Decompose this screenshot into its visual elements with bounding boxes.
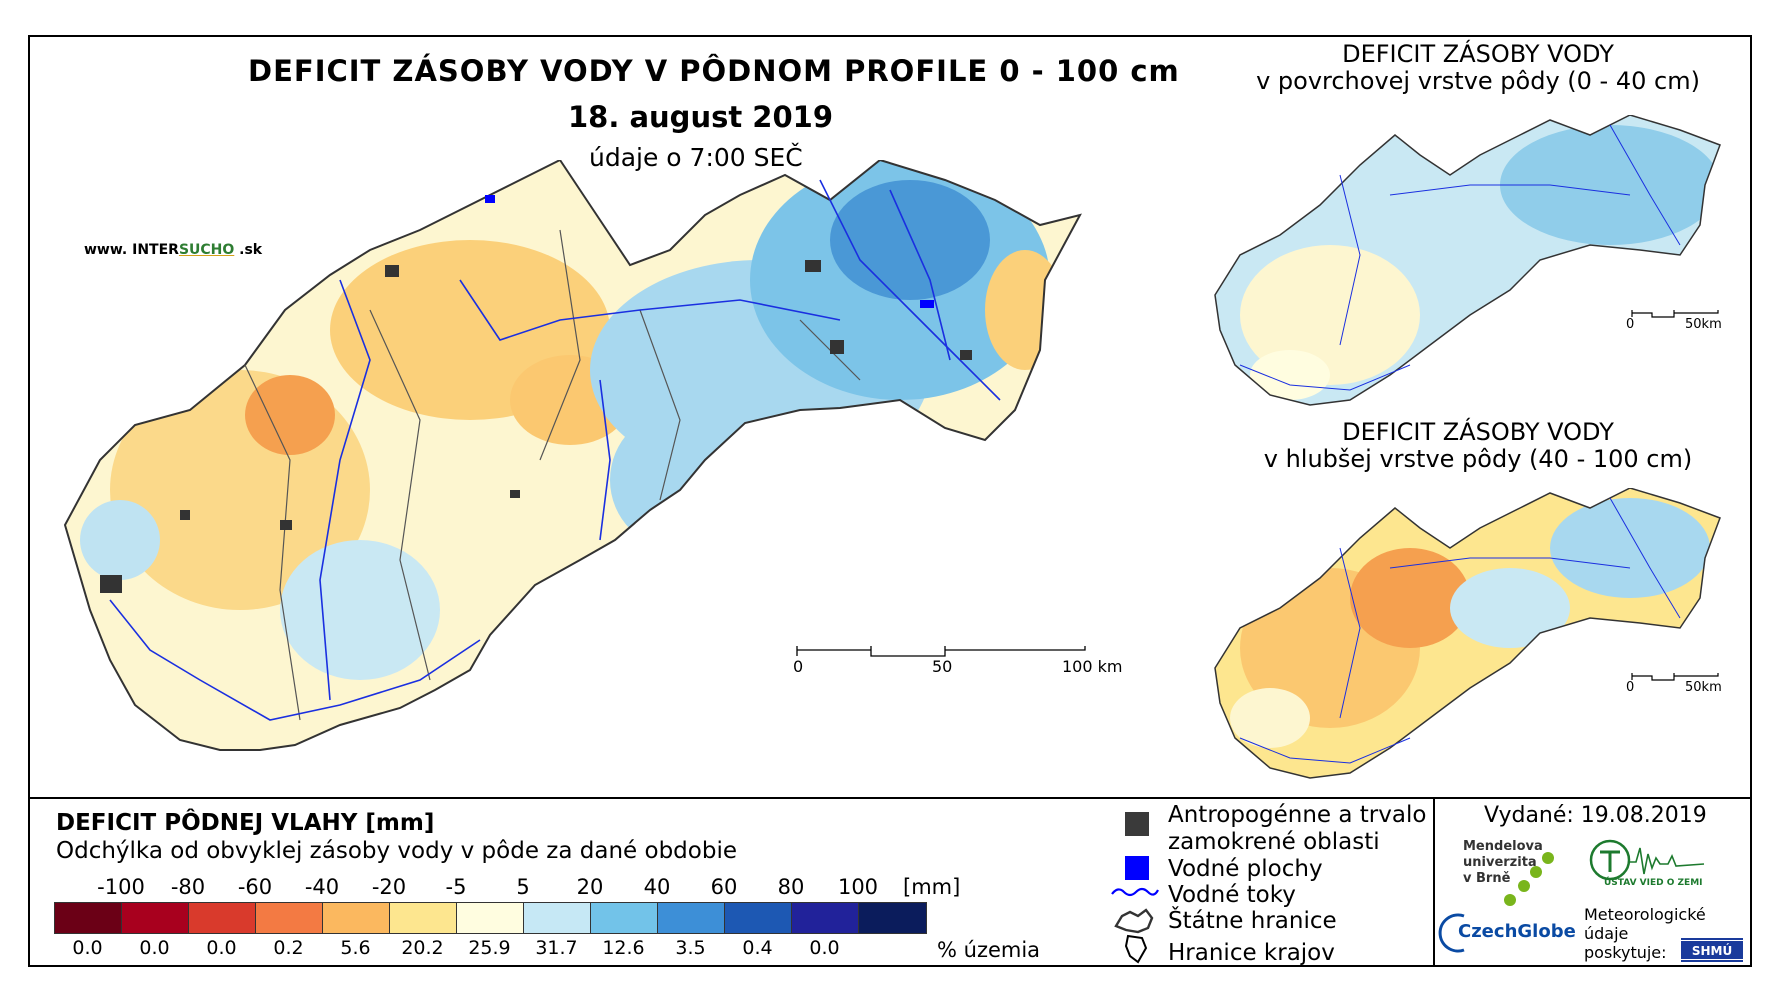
legend-pct-unit: % územia — [937, 938, 1041, 962]
main-map — [63, 160, 1082, 751]
legend-color-swatch — [658, 903, 725, 933]
legend-percentage: 3.5 — [675, 937, 706, 959]
legend-percentage: 0.0 — [139, 937, 170, 959]
legend-colorbar — [54, 902, 927, 934]
inset2-scale-50: 50km — [1685, 680, 1722, 695]
issued-date: Vydané: 19.08.2019 — [1484, 803, 1707, 828]
legend-percentage: 0.4 — [742, 937, 773, 959]
legend-divider — [28, 797, 1752, 799]
inset1-scalebar — [1631, 310, 1719, 318]
legend-percentage: 0.0 — [206, 937, 237, 959]
legend-percentage: 0.0 — [72, 937, 103, 959]
czechglobe-arc-icon — [1438, 913, 1465, 953]
legend-vertical-divider — [1433, 797, 1435, 967]
anthropogenic-label1: Antropogénne a trvalo — [1168, 802, 1427, 828]
legend-unit: [mm] — [903, 875, 961, 899]
legend-percentage: 0.0 — [809, 937, 840, 959]
legend-class-label: -20 — [371, 875, 407, 899]
legend-color-swatch — [390, 903, 457, 933]
legend-color-swatch — [457, 903, 524, 933]
main-scalebar — [796, 646, 1086, 657]
legend-class-label: 100 — [837, 875, 879, 899]
legend-percentage: 12.6 — [602, 937, 645, 959]
main-scale-0: 0 — [793, 657, 804, 676]
mendel-line3: v Brně — [1463, 871, 1511, 886]
legend-color-swatch — [725, 903, 792, 933]
inset2-scalebar — [1631, 673, 1719, 681]
legend-percentage: 5.6 — [340, 937, 371, 959]
legend-color-swatch — [591, 903, 658, 933]
meteo-line2: údaje — [1584, 924, 1629, 943]
legend-class-label: -40 — [304, 875, 340, 899]
czechglobe-text: CzechGlobe — [1458, 921, 1576, 942]
legend-percentage: 20.2 — [401, 937, 444, 959]
rivers-icon — [1111, 887, 1159, 897]
meteo-line3: poskytuje: — [1584, 943, 1667, 962]
legend-class-label: 40 — [643, 875, 671, 899]
inset1-title-line1: DEFICIT ZÁSOBY VODY — [1342, 40, 1614, 68]
website-suffix: .sk — [234, 242, 263, 258]
legend-color-swatch — [189, 903, 256, 933]
region-border-icon — [1124, 934, 1148, 964]
legend-color-swatch — [524, 903, 591, 933]
uvz-text: ÚSTAV VIED O ZEMI — [1604, 878, 1703, 888]
legend-percentage: 0.2 — [273, 937, 304, 959]
region-border-label: Hranice krajov — [1168, 940, 1335, 966]
legend-percentage: 25.9 — [468, 937, 511, 959]
shmu-text: SHMÚ — [1692, 943, 1732, 958]
map-frame — [28, 35, 1752, 967]
legend-color-swatch — [122, 903, 189, 933]
legend-class-label: -5 — [445, 875, 467, 899]
state-border-label: Štátne hranice — [1168, 908, 1337, 934]
legend-class-label: 60 — [710, 875, 738, 899]
website-brand2: SUCHO — [178, 242, 235, 258]
main-scale-100: 100 km — [1062, 657, 1123, 676]
legend-percentage: 31.7 — [535, 937, 578, 959]
anthropogenic-swatch — [1125, 812, 1149, 836]
legend-color-swatch — [323, 903, 390, 933]
website-logo: www. INTERSUCHO .sk — [84, 242, 262, 258]
inset2-title-line1: DEFICIT ZÁSOBY VODY — [1342, 418, 1614, 446]
legend-color-swatch — [55, 903, 122, 933]
rivers-label: Vodné toky — [1168, 882, 1296, 908]
legend-class-label: -100 — [97, 875, 145, 899]
inset2-map — [1214, 488, 1721, 779]
shmu-logo: SHMÚ — [1681, 938, 1743, 962]
main-scale-50: 50 — [932, 657, 953, 676]
mendel-dots-icon — [1504, 852, 1554, 906]
inset1-scale-50: 50km — [1685, 317, 1722, 332]
inset2-scale-0: 0 — [1626, 680, 1635, 695]
state-border-icon — [1114, 908, 1154, 934]
water-bodies-swatch — [1125, 856, 1149, 880]
mendel-line2: univerzita — [1463, 855, 1537, 870]
legend-color-swatch — [859, 903, 926, 933]
uvz-seismograph-icon — [1589, 839, 1705, 881]
legend-color-swatch — [256, 903, 323, 933]
inset2-title-line2: v hlubšej vrstve pôdy (40 - 100 cm) — [1263, 445, 1693, 473]
inset1-map — [1214, 115, 1721, 406]
legend-class-label: -60 — [237, 875, 273, 899]
legend-class-label: -80 — [170, 875, 206, 899]
main-date: 18. august 2019 — [568, 100, 834, 134]
inset1-scale-0: 0 — [1626, 317, 1635, 332]
website-brand1: INTER — [132, 242, 179, 258]
main-title: DEFICIT ZÁSOBY VODY V PÔDNOM PROFILE 0 -… — [248, 54, 1180, 88]
legend-color-swatch — [792, 903, 859, 933]
mendel-line1: Mendelova — [1463, 839, 1543, 854]
legend-class-label: 20 — [576, 875, 604, 899]
water-bodies-label: Vodné plochy — [1168, 856, 1323, 882]
legend-class-label: 5 — [516, 875, 530, 899]
main-time: údaje o 7:00 SEČ — [589, 143, 803, 172]
anthropogenic-label2: zamokrené oblasti — [1168, 829, 1380, 855]
legend-subtitle: Odchýlka od obvyklej zásoby vody v pôde … — [56, 838, 737, 864]
meteo-line1: Meteorologické — [1584, 905, 1706, 924]
website-prefix: www. — [84, 242, 133, 258]
legend-class-label: 80 — [777, 875, 805, 899]
legend-title: DEFICIT PÔDNEJ VLAHY [mm] — [56, 810, 435, 836]
inset1-title-line2: v povrchovej vrstve pôdy (0 - 40 cm) — [1256, 67, 1700, 95]
